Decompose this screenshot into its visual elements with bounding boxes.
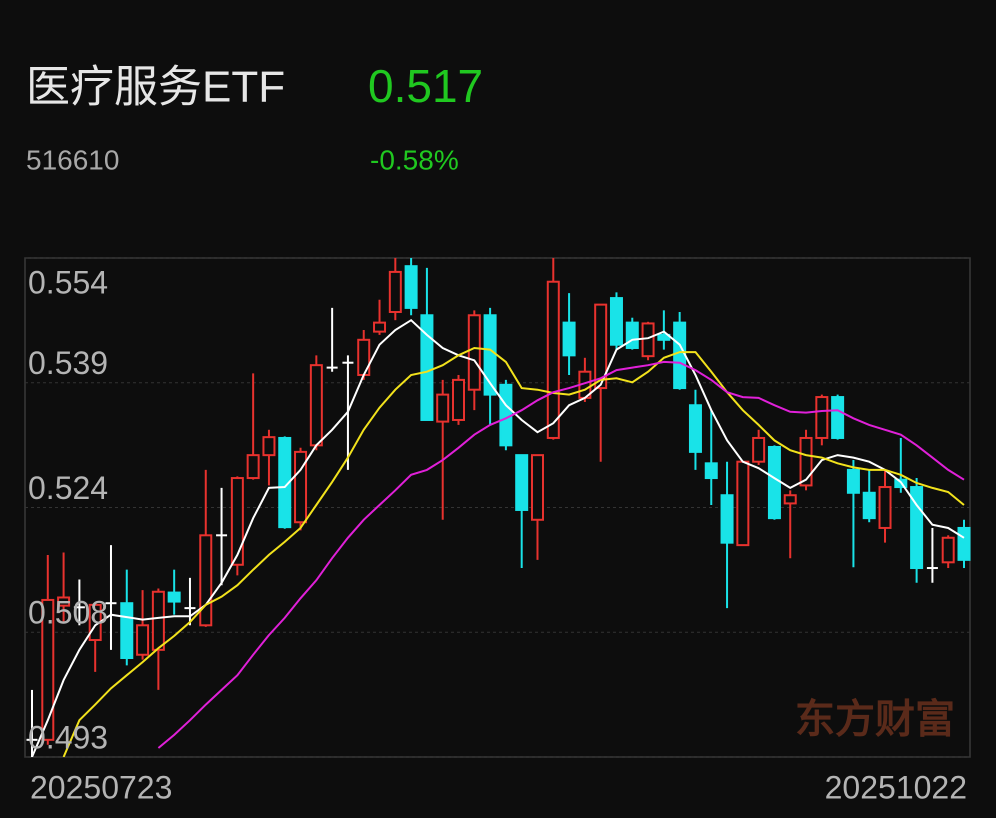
candle-body xyxy=(420,314,434,421)
candle-body xyxy=(41,598,55,741)
y-tick-label: 0.539 xyxy=(28,345,108,381)
candle-body xyxy=(831,396,845,439)
plot-frame xyxy=(24,257,971,758)
average-line xyxy=(62,346,965,757)
y-tick-label: 0.493 xyxy=(28,719,108,755)
candle-body xyxy=(704,462,718,480)
candle-body xyxy=(957,526,971,561)
candle-body xyxy=(767,445,781,520)
candle-body xyxy=(120,602,134,660)
candle-body xyxy=(515,454,529,511)
candle-body xyxy=(373,321,387,333)
candle-body xyxy=(436,393,450,423)
title: 医疗服务ETF xyxy=(26,63,285,112)
candle-body xyxy=(562,321,576,357)
candle-body xyxy=(388,270,402,313)
average-line xyxy=(157,360,965,749)
candle-body xyxy=(783,494,797,505)
code: 516610 xyxy=(26,144,119,175)
candle-body xyxy=(151,590,165,651)
candle-body xyxy=(278,436,292,529)
candle-body xyxy=(404,265,418,309)
candle-body xyxy=(910,486,924,570)
candle-body xyxy=(736,460,750,547)
candle-body xyxy=(846,468,860,494)
candle-body xyxy=(815,396,829,439)
candle-body xyxy=(752,436,766,463)
candle-body xyxy=(467,314,481,391)
y-tick-label: 0.524 xyxy=(28,470,108,506)
candle-body xyxy=(309,364,323,447)
candle-body xyxy=(799,436,813,487)
candle-body xyxy=(57,596,71,607)
candle-body xyxy=(878,486,892,529)
candle-body xyxy=(625,321,639,349)
x-tick-label: 20250723 xyxy=(30,769,172,805)
candle-body xyxy=(452,378,466,421)
y-tick-label: 0.554 xyxy=(28,264,108,300)
candle-body xyxy=(262,436,276,457)
candle-body xyxy=(546,280,560,439)
candle-body xyxy=(199,534,213,627)
candle-body xyxy=(499,383,513,447)
candle-body xyxy=(720,494,734,544)
average-line xyxy=(31,318,965,757)
candle-body xyxy=(688,404,702,453)
x-tick-label: 20251022 xyxy=(825,769,967,805)
candle-body xyxy=(641,322,655,358)
candle-body xyxy=(136,624,150,656)
candle-body xyxy=(673,321,687,390)
candle-body xyxy=(246,454,260,480)
watermark: 东方财富 xyxy=(795,698,955,742)
candle-body xyxy=(609,297,623,346)
candle-body xyxy=(230,477,244,566)
price: 0.517 xyxy=(368,60,483,112)
candle-body xyxy=(530,454,544,521)
candle-body xyxy=(862,491,876,520)
change: -0.58% xyxy=(370,144,459,175)
candle-body xyxy=(294,450,308,524)
candle-body xyxy=(941,536,955,564)
candle-body xyxy=(594,303,608,390)
y-tick-label: 0.508 xyxy=(28,595,108,631)
candle-body xyxy=(167,591,181,603)
